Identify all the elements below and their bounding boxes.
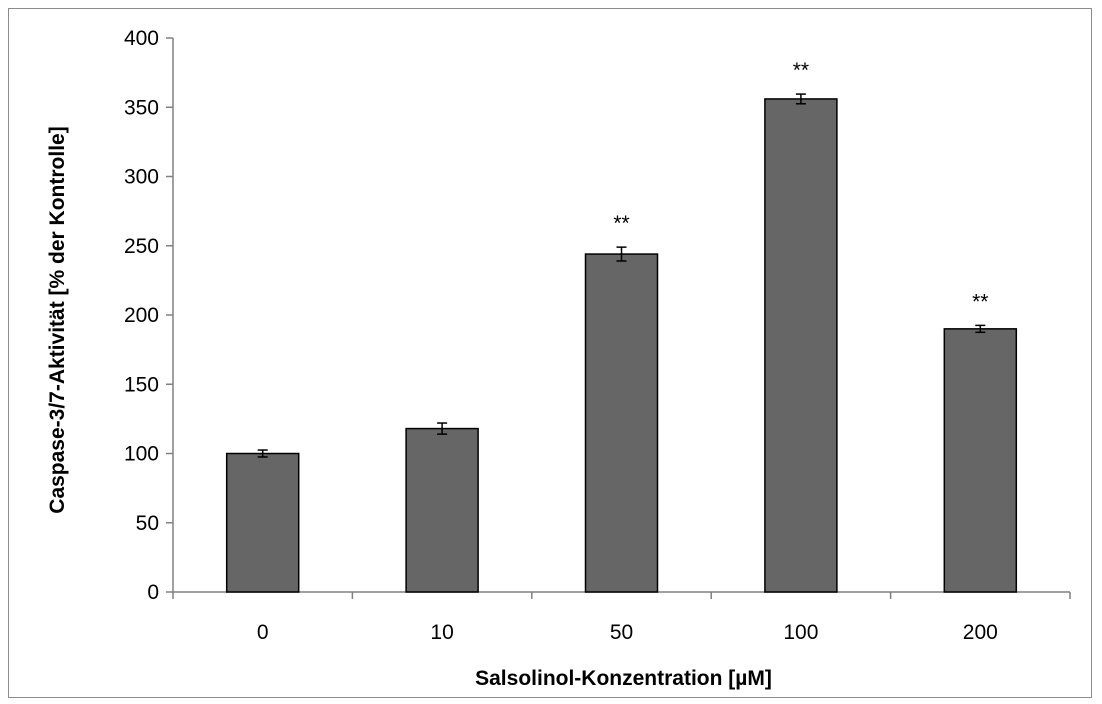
significance-marker: **	[793, 59, 809, 82]
bar	[225, 452, 300, 593]
y-tick-label: 150	[124, 373, 159, 396]
bar	[764, 98, 838, 593]
y-tick-label: 0	[147, 581, 159, 604]
significance-marker: **	[613, 212, 629, 235]
y-tick-label: 50	[136, 512, 159, 535]
y-tick-label: 250	[124, 235, 159, 258]
y-tick-label: 300	[124, 166, 159, 189]
bar	[584, 253, 659, 593]
y-tick-label: 350	[124, 96, 159, 119]
bar	[405, 427, 479, 593]
bars: ** ** **	[225, 59, 1018, 593]
bar	[943, 328, 1018, 593]
x-tick-label: 10	[430, 621, 453, 644]
x-axis: 0 10 50 100 200	[172, 591, 1071, 644]
y-tick-label: 400	[124, 27, 159, 50]
y-tick-label: 200	[124, 304, 159, 327]
x-tick-label: 200	[963, 621, 998, 644]
x-tick-label: 50	[610, 621, 633, 644]
chart-frame	[8, 8, 1092, 698]
x-tick-label: 0	[257, 621, 269, 644]
y-tick-label: 100	[124, 443, 159, 466]
y-axis-title: Caspase-3/7-Aktivität [% der Kontrolle]	[46, 126, 69, 513]
x-tick-label: 100	[783, 621, 818, 644]
y-axis: 0 50 100 150 200 250 300 350 400	[124, 27, 174, 604]
x-axis-title: Salsolinol-Konzentration [µM]	[475, 667, 772, 690]
significance-marker: **	[972, 290, 988, 313]
